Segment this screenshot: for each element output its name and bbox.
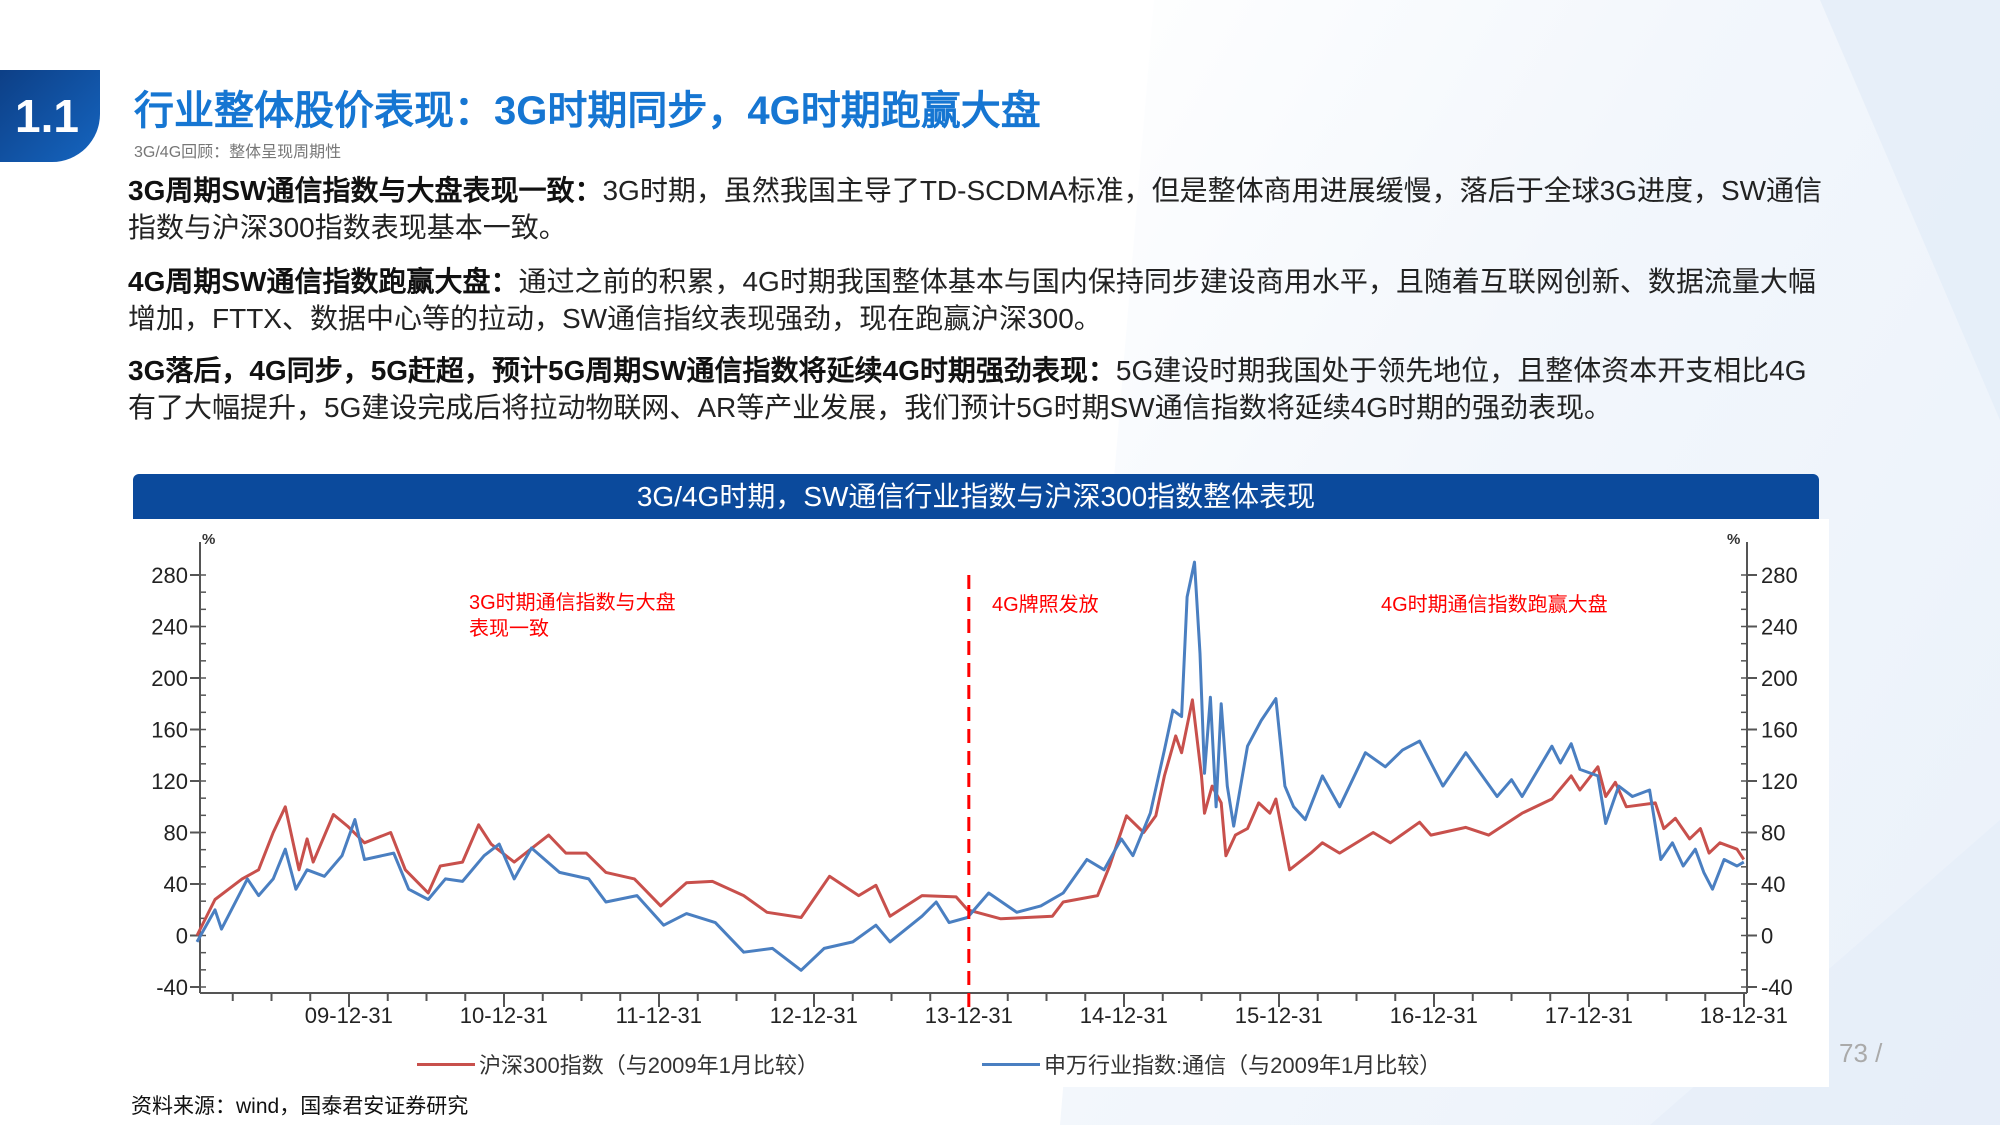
series-line-hs300 bbox=[195, 698, 1746, 937]
annotation-4g: 4G时期通信指数跑赢大盘 bbox=[1381, 593, 1608, 616]
legend-item-hs300: 沪深300指数（与2009年1月比较） bbox=[417, 1048, 819, 1080]
x-tick-label: 09-12-31 bbox=[305, 1003, 393, 1028]
y-tick-label-right: -40 bbox=[1761, 975, 1793, 1000]
legend-label: 申万行业指数:通信（与2009年1月比较） bbox=[1044, 1053, 1442, 1078]
y-tick-label-left: -40 bbox=[156, 975, 188, 1000]
chart-title-bar: 3G/4G时期，SW通信行业指数与沪深300指数整体表现 bbox=[133, 474, 1819, 519]
page-subtitle: 3G/4G回顾：整体呈现周期性 bbox=[134, 144, 342, 161]
legend-swatch bbox=[417, 1062, 475, 1066]
legend-label: 沪深300指数（与2009年1月比较） bbox=[479, 1053, 819, 1078]
y-tick-label-left: 240 bbox=[151, 615, 188, 640]
paragraph-5g: 3G落后，4G同步，5G赶超，预计5G周期SW通信指数将延续4G时期强劲表现：5… bbox=[128, 352, 1828, 426]
y-tick-label-left: 40 bbox=[164, 872, 188, 897]
y-tick-label-left: 280 bbox=[151, 563, 188, 588]
y-tick-label-right: 40 bbox=[1761, 872, 1785, 897]
x-tick-label: 12-12-31 bbox=[770, 1003, 858, 1028]
x-tick-label: 17-12-31 bbox=[1545, 1003, 1633, 1028]
x-tick-label: 14-12-31 bbox=[1080, 1003, 1168, 1028]
y-tick-label-left: 80 bbox=[164, 821, 188, 846]
y-tick-label-right: 240 bbox=[1761, 615, 1798, 640]
paragraph-text: 通过之前的积累，4G时期我国整体基本与国内保持同步建设商用水平，且随着互联网创新… bbox=[128, 266, 1816, 334]
x-tick-label: 18-12-31 bbox=[1700, 1003, 1788, 1028]
section-badge: 1.1 bbox=[0, 70, 100, 162]
y-tick-label-right: 200 bbox=[1761, 666, 1798, 691]
x-tick-label: 11-12-31 bbox=[616, 1003, 702, 1028]
paragraph-4g: 4G周期SW通信指数跑赢大盘：通过之前的积累，4G时期我国整体基本与国内保持同步… bbox=[128, 263, 1828, 337]
legend-item-telecom: 申万行业指数:通信（与2009年1月比较） bbox=[982, 1048, 1441, 1080]
source-note: 资料来源：wind，国泰君安证券研究 bbox=[131, 1095, 469, 1118]
series-line-telecom bbox=[195, 560, 1745, 972]
y-tick-label-left: 0 bbox=[176, 924, 188, 949]
y-tick-label-right: 120 bbox=[1761, 769, 1798, 794]
x-tick-label: 10-12-31 bbox=[460, 1003, 548, 1028]
y-tick-label-right: 80 bbox=[1761, 821, 1785, 846]
y-unit-right: % bbox=[1727, 531, 1740, 548]
paragraph-lead: 4G周期SW通信指数跑赢大盘： bbox=[128, 266, 519, 297]
paragraph-3g: 3G周期SW通信指数与大盘表现一致：3G时期，虽然我国主导了TD-SCDMA标准… bbox=[128, 172, 1828, 246]
y-tick-label-right: 160 bbox=[1761, 718, 1798, 743]
annotation-3g: 3G时期通信指数与大盘表现一致 bbox=[469, 592, 676, 640]
x-tick-label: 13-12-31 bbox=[925, 1003, 1013, 1028]
y-tick-label-right: 280 bbox=[1761, 563, 1798, 588]
legend-swatch bbox=[982, 1062, 1040, 1066]
paragraph-text: 5G建设时期我国处于领先地位，且整体资本开支相比4G有了大幅提升，5G建设完成后… bbox=[128, 355, 1807, 423]
paragraph-text: 3G时期，虽然我国主导了TD-SCDMA标准，但是整体商用进展缓慢，落后于全球3… bbox=[128, 175, 1823, 243]
y-tick-label-right: 0 bbox=[1761, 924, 1773, 949]
x-tick-label: 15-12-31 bbox=[1235, 1003, 1323, 1028]
paragraph-lead: 3G落后，4G同步，5G赶超，预计5G周期SW通信指数将延续4G时期强劲表现： bbox=[128, 355, 1116, 386]
x-tick-label: 16-12-31 bbox=[1390, 1003, 1478, 1028]
y-unit-left: % bbox=[202, 531, 215, 548]
annotation-4g-license: 4G牌照发放 bbox=[992, 593, 1099, 616]
paragraph-lead: 3G周期SW通信指数与大盘表现一致： bbox=[128, 175, 603, 206]
page-title: 行业整体股价表现：3G时期同步，4G时期跑赢大盘 bbox=[134, 89, 1041, 133]
y-tick-label-left: 160 bbox=[151, 718, 188, 743]
y-tick-label-left: 120 bbox=[151, 769, 188, 794]
page-number: 73 / bbox=[1839, 1038, 1883, 1068]
y-tick-label-left: 200 bbox=[151, 666, 188, 691]
